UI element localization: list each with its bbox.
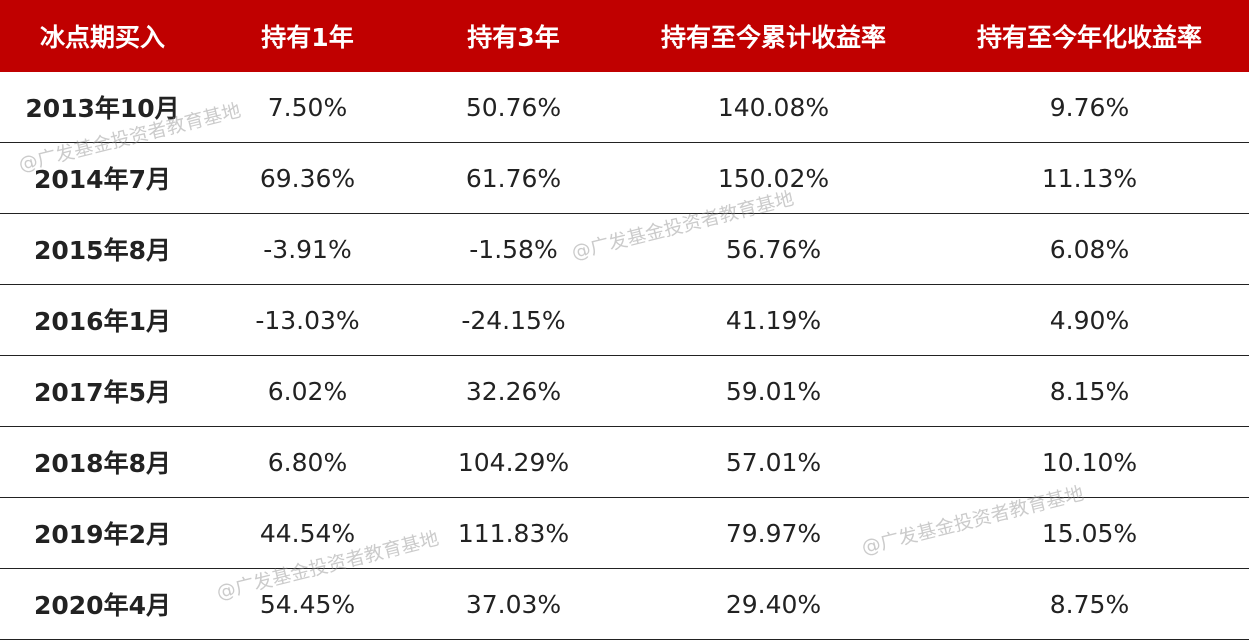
value-cell: -1.58% xyxy=(410,213,617,285)
value-cell: 150.02% xyxy=(617,142,930,214)
value-cell: 4.90% xyxy=(930,284,1249,356)
header-row: 冰点期买入 持有1年 持有3年 持有至今累计收益率 持有至今年化收益率 xyxy=(0,0,1249,72)
date-cell: 2019年2月 xyxy=(0,497,205,569)
value-cell: -13.03% xyxy=(205,284,410,356)
value-cell: 57.01% xyxy=(617,426,930,498)
header-cell: 冰点期买入 xyxy=(0,0,205,72)
value-cell: 8.15% xyxy=(930,355,1249,427)
table-row: 2017年5月 6.02% 32.26% 59.01% 8.15% xyxy=(0,355,1249,427)
value-cell: -3.91% xyxy=(205,213,410,285)
value-cell: 50.76% xyxy=(410,72,617,143)
date-cell: 2018年8月 xyxy=(0,426,205,498)
date-cell: 2014年7月 xyxy=(0,142,205,214)
table-row: 2013年10月 7.50% 50.76% 140.08% 9.76% xyxy=(0,72,1249,143)
table-row: 2014年7月 69.36% 61.76% 150.02% 11.13% xyxy=(0,142,1249,214)
header-cell: 持有1年 xyxy=(205,0,410,72)
value-cell: 6.08% xyxy=(930,213,1249,285)
value-cell: 6.02% xyxy=(205,355,410,427)
value-cell: 59.01% xyxy=(617,355,930,427)
table-row: 2018年8月 6.80% 104.29% 57.01% 10.10% xyxy=(0,426,1249,498)
header-cell: 持有3年 xyxy=(410,0,617,72)
value-cell: 32.26% xyxy=(410,355,617,427)
value-cell: 61.76% xyxy=(410,142,617,214)
date-cell: 2020年4月 xyxy=(0,568,205,640)
table-row: 2020年4月 54.45% 37.03% 29.40% 8.75% xyxy=(0,568,1249,640)
value-cell: 10.10% xyxy=(930,426,1249,498)
value-cell: 41.19% xyxy=(617,284,930,356)
value-cell: 8.75% xyxy=(930,568,1249,640)
value-cell: 37.03% xyxy=(410,568,617,640)
value-cell: -24.15% xyxy=(410,284,617,356)
table-row: 2016年1月 -13.03% -24.15% 41.19% 4.90% xyxy=(0,284,1249,356)
table-row: 2015年8月 -3.91% -1.58% 56.76% 6.08% xyxy=(0,213,1249,285)
value-cell: 44.54% xyxy=(205,497,410,569)
value-cell: 15.05% xyxy=(930,497,1249,569)
value-cell: 69.36% xyxy=(205,142,410,214)
value-cell: 140.08% xyxy=(617,72,930,143)
date-cell: 2013年10月 xyxy=(0,72,205,143)
value-cell: 79.97% xyxy=(617,497,930,569)
value-cell: 29.40% xyxy=(617,568,930,640)
header-cell: 持有至今累计收益率 xyxy=(617,0,930,72)
date-cell: 2017年5月 xyxy=(0,355,205,427)
value-cell: 104.29% xyxy=(410,426,617,498)
value-cell: 111.83% xyxy=(410,497,617,569)
value-cell: 7.50% xyxy=(205,72,410,143)
value-cell: 54.45% xyxy=(205,568,410,640)
value-cell: 6.80% xyxy=(205,426,410,498)
value-cell: 9.76% xyxy=(930,72,1249,143)
date-cell: 2015年8月 xyxy=(0,213,205,285)
table-row: 2019年2月 44.54% 111.83% 79.97% 15.05% xyxy=(0,497,1249,569)
date-cell: 2016年1月 xyxy=(0,284,205,356)
value-cell: 56.76% xyxy=(617,213,930,285)
table-body: 2013年10月 7.50% 50.76% 140.08% 9.76% 2014年7月 69… xyxy=(0,72,1249,640)
value-cell: 11.13% xyxy=(930,142,1249,214)
header-cell: 持有至今年化收益率 xyxy=(930,0,1249,72)
